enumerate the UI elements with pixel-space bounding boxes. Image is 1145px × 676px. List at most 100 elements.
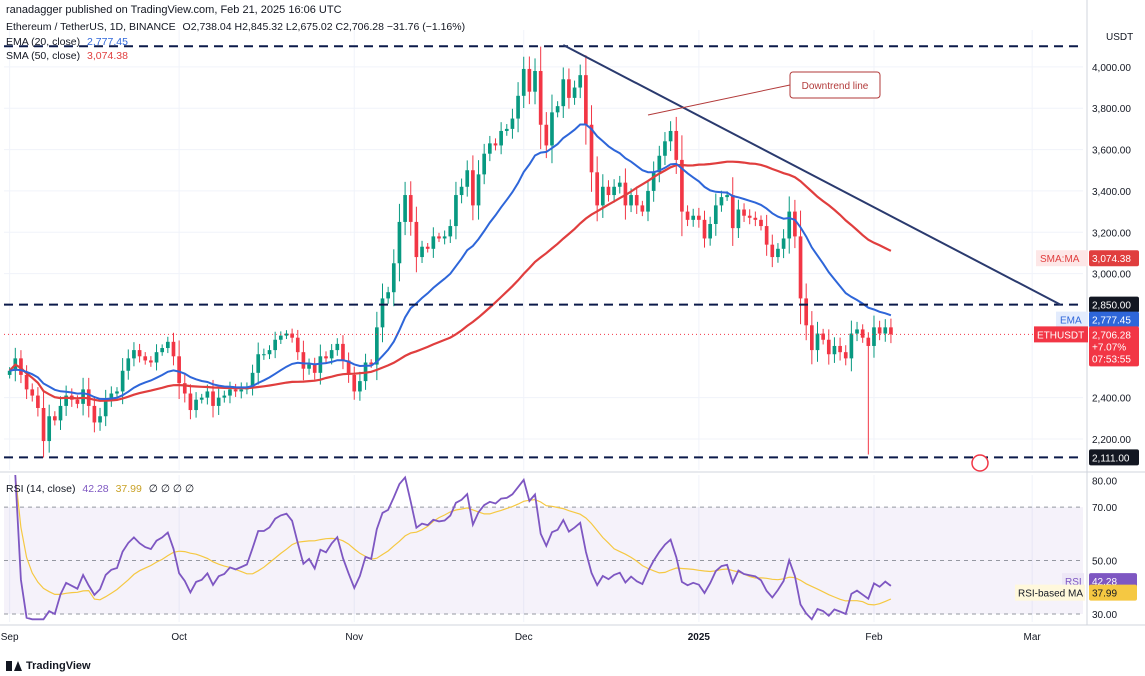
candle-body	[877, 327, 882, 334]
candle-body	[521, 68, 526, 96]
price-change-badge: +7.07%	[1092, 342, 1126, 353]
candle-body	[855, 329, 859, 334]
rsi-legend-extra: ∅ ∅ ∅ ∅	[148, 483, 195, 495]
price-tick-label: 3,600.00	[1092, 146, 1131, 157]
candle-body	[810, 325, 814, 351]
candle-body	[821, 333, 825, 340]
candle-body	[448, 226, 453, 237]
candle-body	[199, 397, 204, 400]
candle-body	[776, 248, 780, 258]
candle-body	[730, 195, 735, 229]
candle-body	[544, 124, 549, 146]
candle-body	[476, 174, 481, 206]
candle-body	[216, 397, 221, 406]
candle-body	[465, 170, 470, 187]
candle-body	[233, 389, 238, 392]
candle-body	[137, 350, 142, 357]
candle-body	[103, 399, 108, 417]
price-timer-badge: 07:53:55	[1092, 354, 1131, 365]
ema-legend: EMA (20, close) 2,777.45	[6, 36, 128, 48]
price-name-badge: ETHUSDT	[1037, 330, 1084, 341]
rsi-tick-label: 50.00	[1092, 557, 1117, 568]
symbol-legend: Ethereum / TetherUS, 1D, BINANCE O2,738.…	[6, 21, 465, 33]
candle-body	[674, 130, 679, 160]
candle-body	[64, 395, 68, 406]
candle-body	[120, 370, 125, 392]
candle-body	[149, 360, 153, 363]
sma-legend: SMA (50, close) 3,074.38	[6, 50, 128, 62]
candle-body	[872, 327, 876, 346]
candle-body	[7, 370, 12, 375]
candle-body	[75, 399, 80, 404]
price-tick-label: 3,200.00	[1092, 228, 1131, 239]
candle-body	[668, 130, 673, 142]
candle-body	[680, 159, 684, 212]
tradingview-icon	[6, 661, 22, 671]
candle-body	[860, 329, 865, 338]
candle-body	[386, 292, 390, 299]
candle-body	[358, 381, 362, 392]
sma-legend-value: 3,074.38	[87, 50, 128, 62]
candle-body	[267, 350, 272, 355]
ema-legend-label: EMA (20, close)	[6, 36, 81, 48]
sma-name-badge-bg	[1036, 250, 1088, 267]
publisher-line: ranadagger published on TradingView.com,…	[6, 4, 342, 16]
candle-body	[617, 182, 622, 187]
level-badge: 2,111.00	[1092, 453, 1130, 464]
ema-value-badge: 2,777.45	[1092, 316, 1131, 327]
candle-body	[19, 358, 23, 375]
candle-body	[132, 350, 136, 359]
candle-body	[290, 333, 294, 338]
candle-body	[826, 339, 831, 355]
candle-body	[849, 333, 854, 359]
candle-body	[256, 354, 261, 373]
candle-body	[222, 395, 227, 398]
candle-body	[380, 298, 385, 328]
rsi-value-badge: 42.28	[1092, 577, 1117, 588]
candle-body	[804, 298, 809, 326]
candle-body	[30, 389, 35, 396]
candle-body	[561, 79, 566, 107]
time-tick-label: Dec	[515, 632, 533, 643]
candle-body	[725, 195, 729, 198]
candle-body	[160, 348, 165, 353]
candle-body	[606, 186, 611, 196]
rsi-tick-label: 70.00	[1092, 503, 1117, 514]
candle-body	[262, 354, 266, 356]
candle-body	[567, 79, 571, 98]
candle-body	[527, 68, 532, 92]
rsi-ma-name-badge-bg	[1015, 584, 1085, 601]
candle-body	[454, 195, 458, 227]
candle-body	[211, 391, 215, 406]
symbol-title: Ethereum / TetherUS, 1D, BINANCE	[6, 21, 176, 33]
candle-body	[403, 195, 407, 222]
candle-body	[793, 211, 797, 237]
candle-body	[736, 209, 741, 229]
candle-body	[798, 236, 803, 299]
candle-body	[24, 374, 29, 390]
candle-body	[92, 405, 97, 423]
candle-body	[126, 358, 131, 371]
ema-name-badge: EMA	[1060, 316, 1082, 327]
candle-body	[832, 345, 837, 355]
price-badge-bg	[1089, 326, 1139, 367]
candle-body	[391, 263, 396, 293]
ema-value-badge-bg	[1089, 311, 1139, 328]
candle-body	[442, 236, 447, 239]
price-tick-label: 3,400.00	[1092, 187, 1131, 198]
rsi-tick-label: 80.00	[1092, 476, 1117, 487]
candle-body	[838, 345, 842, 353]
candle-body	[307, 364, 311, 369]
rsi-ma-value-badge: 37.99	[1092, 589, 1117, 600]
candle-body	[843, 352, 848, 359]
rsi-ma-value-badge-bg	[1089, 584, 1137, 601]
tradingview-logo[interactable]: TradingView	[6, 660, 91, 672]
brand-label: TradingView	[26, 660, 91, 672]
candle-body	[301, 352, 306, 369]
candle-body	[702, 219, 707, 239]
candle-body	[787, 211, 792, 239]
candle-body	[589, 124, 594, 173]
time-tick-label: Mar	[1024, 632, 1042, 643]
ohlc-values: O2,738.04 H2,845.32 L2,675.02 C2,706.28 …	[182, 21, 466, 33]
